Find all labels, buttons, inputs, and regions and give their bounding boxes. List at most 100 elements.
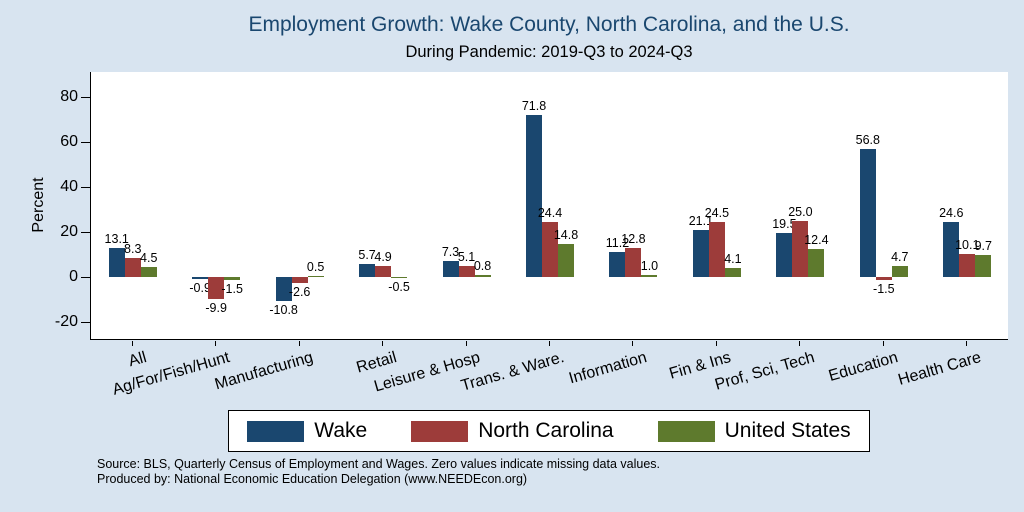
bar-wake-trans-ware xyxy=(526,115,542,277)
legend: Wake North Carolina United States xyxy=(90,410,1008,452)
bar-value-label: 9.7 xyxy=(974,239,992,254)
bar-united-states-ag-for-fish-hunt xyxy=(224,277,241,281)
bar-value-label: -1.5 xyxy=(221,282,243,297)
bar-north-carolina-trans-ware xyxy=(542,222,558,277)
bar-wake-retail xyxy=(359,264,376,277)
y-tick-label: 0 xyxy=(69,268,78,285)
legend-label-north-carolina: North Carolina xyxy=(478,419,614,442)
bar-value-label: 11.2 xyxy=(605,235,630,250)
bar-north-carolina-leisure-hosp xyxy=(458,265,475,277)
legend-label-united-states: United States xyxy=(724,419,851,442)
bar-value-label: -0.5 xyxy=(388,280,410,295)
bar-united-states-education xyxy=(891,266,908,277)
bar-value-label: 10.1 xyxy=(955,238,980,253)
bar-value-label: 13.1 xyxy=(104,231,129,246)
bar-united-states-information xyxy=(641,274,658,277)
legend-swatch-north-carolina xyxy=(411,420,469,442)
bar-value-label: -1.5 xyxy=(873,282,895,297)
x-tick-label: Health Care xyxy=(896,349,983,389)
footer-notes: Source: BLS, Quarterly Census of Employm… xyxy=(97,457,660,487)
bar-value-label: 24.5 xyxy=(704,205,730,220)
x-tick-mark xyxy=(549,341,550,346)
bar-value-label: 5.7 xyxy=(358,248,376,263)
y-tick-mark xyxy=(81,96,90,98)
bar-value-label: 12.4 xyxy=(804,233,829,248)
produced-by-note: Produced by: National Economic Education… xyxy=(97,472,528,486)
bar-north-carolina-manufacturing xyxy=(291,277,308,283)
bar-north-carolina-information xyxy=(625,248,642,277)
y-tick-mark xyxy=(81,141,90,143)
bar-north-carolina-all xyxy=(124,258,141,277)
bar-value-label: 8.3 xyxy=(124,242,142,257)
bar-wake-fin-ins xyxy=(692,229,709,277)
bar-value-label: -2.6 xyxy=(288,284,311,299)
bar-value-label: 21.1 xyxy=(688,213,714,228)
y-tick-mark xyxy=(81,321,90,323)
legend-box: Wake North Carolina United States xyxy=(228,410,870,452)
x-tick-mark xyxy=(715,341,717,346)
bar-north-carolina-retail xyxy=(375,265,392,277)
legend-item-united-states: United States xyxy=(657,419,851,443)
bar-value-label: 24.6 xyxy=(939,205,964,220)
bar-value-label: 14.8 xyxy=(553,227,579,242)
x-axis: All Ag/For/Fish/Hunt Manufacturing Retail Le… xyxy=(90,341,1008,403)
x-tick-label: Information xyxy=(567,349,650,388)
x-tick-label: All xyxy=(126,349,149,371)
bar-wake-health-care xyxy=(943,221,960,277)
bar-wake-manufacturing xyxy=(275,277,292,302)
bar-value-label: 0.5 xyxy=(306,259,325,274)
y-tick-mark xyxy=(81,231,90,233)
chart-title: Employment Growth: Wake County, North Ca… xyxy=(248,13,850,36)
bar-value-label: 5.1 xyxy=(457,249,476,264)
bar-north-carolina-fin-ins xyxy=(708,221,725,277)
x-tick-mark xyxy=(131,341,133,346)
bar-united-states-leisure-hosp xyxy=(474,275,491,277)
x-tick-mark xyxy=(465,341,467,346)
bar-united-states-health-care xyxy=(975,255,992,277)
x-tick-mark xyxy=(632,341,634,346)
x-tick-mark xyxy=(966,341,968,346)
x-tick-mark xyxy=(799,341,801,346)
bar-value-label: 4.1 xyxy=(724,251,742,266)
legend-label-wake: Wake xyxy=(314,419,368,442)
bar-value-label: 24.4 xyxy=(537,206,563,221)
bar-value-label: 4.7 xyxy=(891,250,909,265)
y-axis-label: Percent xyxy=(30,177,47,233)
chart-subtitle: During Pandemic: 2019-Q3 to 2024-Q3 xyxy=(405,43,693,61)
plot-area: 13.1 -0.9 -10.8 5.7 7.3 71.8 11.2 21.1 19.5 56.8 2… xyxy=(90,72,1008,340)
bar-value-label: 25.0 xyxy=(788,204,813,219)
legend-swatch-wake xyxy=(247,420,305,442)
y-tick-label: 80 xyxy=(60,88,78,105)
x-tick-mark xyxy=(215,341,217,346)
bar-north-carolina-ag-for-fish-hunt xyxy=(208,277,225,300)
bar-north-carolina-health-care xyxy=(959,254,976,277)
legend-item-north-carolina: North Carolina xyxy=(411,419,614,443)
bar-value-label: 1.0 xyxy=(640,258,659,273)
bar-value-label: -10.8 xyxy=(269,303,298,318)
bar-united-states-manufacturing xyxy=(307,275,324,277)
x-tick-mark xyxy=(298,341,300,346)
bar-value-label: 4.9 xyxy=(374,249,392,264)
bar-united-states-all xyxy=(140,266,157,277)
bar-value-label: 71.8 xyxy=(521,99,547,114)
bar-wake-leisure-hosp xyxy=(442,260,459,277)
bar-value-label: 4.5 xyxy=(140,250,158,265)
y-tick-mark xyxy=(81,276,90,278)
bar-value-label: -0.9 xyxy=(189,281,211,296)
bar-wake-information xyxy=(609,251,626,277)
source-note: Source: BLS, Quarterly Census of Employm… xyxy=(97,457,661,471)
bar-value-label: 0.8 xyxy=(473,259,492,274)
bar-wake-education xyxy=(859,149,876,277)
x-tick-label: Education xyxy=(826,349,900,385)
y-tick-mark xyxy=(81,186,90,188)
bar-wake-ag-for-fish-hunt xyxy=(192,277,209,280)
bar-united-states-trans-ware xyxy=(558,243,574,277)
x-tick-mark xyxy=(882,341,884,346)
y-tick-label: 60 xyxy=(60,133,78,150)
bar-united-states-fin-ins xyxy=(724,267,741,277)
bar-wake-all xyxy=(108,247,125,277)
bar-value-label: 19.5 xyxy=(772,217,797,232)
bar-wake-prof-sci-tech xyxy=(776,233,793,277)
bar-value-label: 12.8 xyxy=(621,232,646,247)
